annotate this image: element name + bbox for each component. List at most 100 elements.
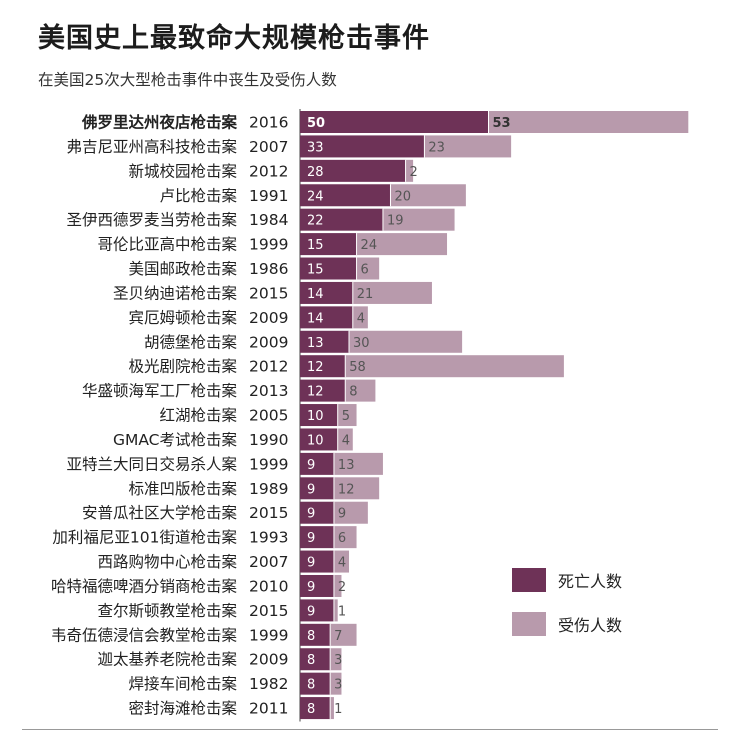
- bar-deaths: [300, 526, 334, 549]
- bar-injuries: [424, 135, 512, 158]
- bar-injuries: [345, 379, 376, 402]
- bar-injuries: [356, 233, 448, 256]
- value-label-injuries: 24: [361, 238, 378, 253]
- value-label-injuries: 9: [338, 507, 346, 522]
- value-label-injuries: 53: [493, 116, 511, 131]
- bar-injuries: [349, 330, 463, 353]
- value-label-injuries: 7: [334, 629, 342, 644]
- value-label-deaths: 50: [307, 116, 325, 131]
- year-label: 2016: [249, 114, 288, 132]
- category-label: 迦太基养老院枪击案: [97, 650, 237, 669]
- category-label: 哈特福德啤酒分销商枪击案: [51, 577, 238, 595]
- value-label-injuries: 2: [338, 580, 346, 595]
- value-label-deaths: 8: [307, 629, 315, 644]
- year-label: 2012: [249, 358, 288, 376]
- bar-injuries: [330, 648, 342, 671]
- bar-deaths: [300, 428, 338, 451]
- category-label: 安普瓜社区大学枪击案: [82, 504, 238, 522]
- category-label: 圣伊西德罗麦当劳枪击案: [66, 211, 237, 229]
- chart-subtitle: 在美国25次大型枪击事件中丧生及受伤人数: [38, 71, 337, 89]
- bar-injuries: [352, 281, 432, 304]
- value-label-deaths: 14: [307, 287, 324, 302]
- value-label-deaths: 9: [307, 604, 315, 619]
- bar-injuries: [382, 208, 455, 231]
- bar-deaths: [300, 404, 338, 427]
- year-label: 1986: [249, 260, 288, 278]
- bar-injuries: [333, 599, 338, 622]
- bar-deaths: [300, 111, 489, 133]
- value-label-deaths: 24: [307, 189, 324, 204]
- value-label-injuries: 1: [334, 702, 342, 717]
- value-label-deaths: 8: [307, 653, 315, 668]
- legend-item-deaths: 死亡人数: [512, 568, 622, 592]
- legend-label-injuries: 受伤人数: [558, 616, 623, 635]
- value-label-deaths: 9: [307, 556, 315, 571]
- category-label: 焊接车间枪击案: [128, 675, 237, 693]
- value-label-deaths: 8: [307, 678, 315, 693]
- value-label-injuries: 4: [357, 311, 365, 326]
- year-label: 2005: [249, 407, 288, 425]
- year-label: 2013: [249, 382, 288, 400]
- value-label-deaths: 13: [307, 336, 324, 351]
- year-label: 2007: [249, 553, 288, 571]
- value-label-deaths: 9: [307, 507, 315, 522]
- value-label-injuries: 6: [361, 263, 369, 278]
- value-label-deaths: 8: [307, 702, 315, 717]
- value-label-injuries: 4: [342, 433, 350, 448]
- bar-deaths: [300, 281, 353, 304]
- bar-injuries: [337, 404, 357, 427]
- year-label: 1999: [249, 455, 288, 473]
- value-label-injuries: 19: [387, 214, 404, 229]
- bar-injuries: [356, 257, 380, 280]
- value-label-injuries: 8: [349, 385, 357, 400]
- year-label: 1989: [249, 480, 288, 498]
- bar-deaths: [300, 233, 357, 256]
- category-label: 新城校园枪击案: [128, 162, 237, 180]
- category-label: GMAC考试枪击案: [113, 431, 238, 449]
- legend-swatch-deaths: [512, 568, 546, 592]
- bar-injuries: [345, 355, 564, 378]
- year-label: 1993: [249, 529, 288, 547]
- year-label: 2009: [249, 651, 288, 669]
- year-label: 2007: [249, 138, 288, 156]
- year-label: 1984: [249, 211, 288, 229]
- bar-injuries: [330, 672, 342, 695]
- year-label: 2015: [249, 602, 288, 620]
- category-label: 亚特兰大同日交易杀人案: [66, 455, 237, 473]
- value-label-deaths: 10: [307, 433, 324, 448]
- value-label-injuries: 20: [394, 189, 411, 204]
- category-label: 宾厄姆顿枪击案: [128, 309, 237, 327]
- category-label: 西路购物中心枪击案: [97, 553, 237, 571]
- bar-deaths: [300, 623, 331, 646]
- bar-deaths: [300, 355, 346, 378]
- category-label: 极光剧院枪击案: [128, 357, 237, 376]
- value-label-deaths: 9: [307, 580, 315, 595]
- year-label: 2010: [249, 577, 288, 595]
- bar-deaths: [300, 306, 353, 329]
- year-label: 1999: [249, 626, 288, 644]
- value-label-deaths: 12: [307, 360, 324, 375]
- value-label-deaths: 9: [307, 458, 315, 473]
- bar-deaths: [300, 452, 334, 475]
- value-label-deaths: 33: [307, 140, 324, 155]
- year-label: 1991: [249, 187, 288, 205]
- bar-deaths: [300, 257, 357, 280]
- category-label: 标准凹版枪击案: [128, 480, 237, 498]
- legend-item-injuries: 受伤人数: [512, 612, 622, 636]
- year-label: 2015: [249, 504, 288, 522]
- bar-deaths: [300, 501, 334, 524]
- category-label: 圣贝纳迪诺枪击案: [113, 284, 238, 302]
- value-label-deaths: 15: [307, 263, 324, 278]
- value-label-injuries: 30: [353, 336, 370, 351]
- category-label: 弗吉尼亚州高科技枪击案: [66, 138, 237, 156]
- value-label-deaths: 15: [307, 238, 324, 253]
- value-label-deaths: 9: [307, 531, 315, 546]
- value-label-injuries: 23: [428, 140, 445, 155]
- bar-injuries: [330, 697, 334, 720]
- bar-deaths: [300, 574, 334, 597]
- value-label-injuries: 3: [334, 678, 342, 693]
- bar-injuries: [333, 526, 357, 549]
- year-label: 2015: [249, 284, 288, 302]
- category-label: 卢比枪击案: [159, 187, 237, 205]
